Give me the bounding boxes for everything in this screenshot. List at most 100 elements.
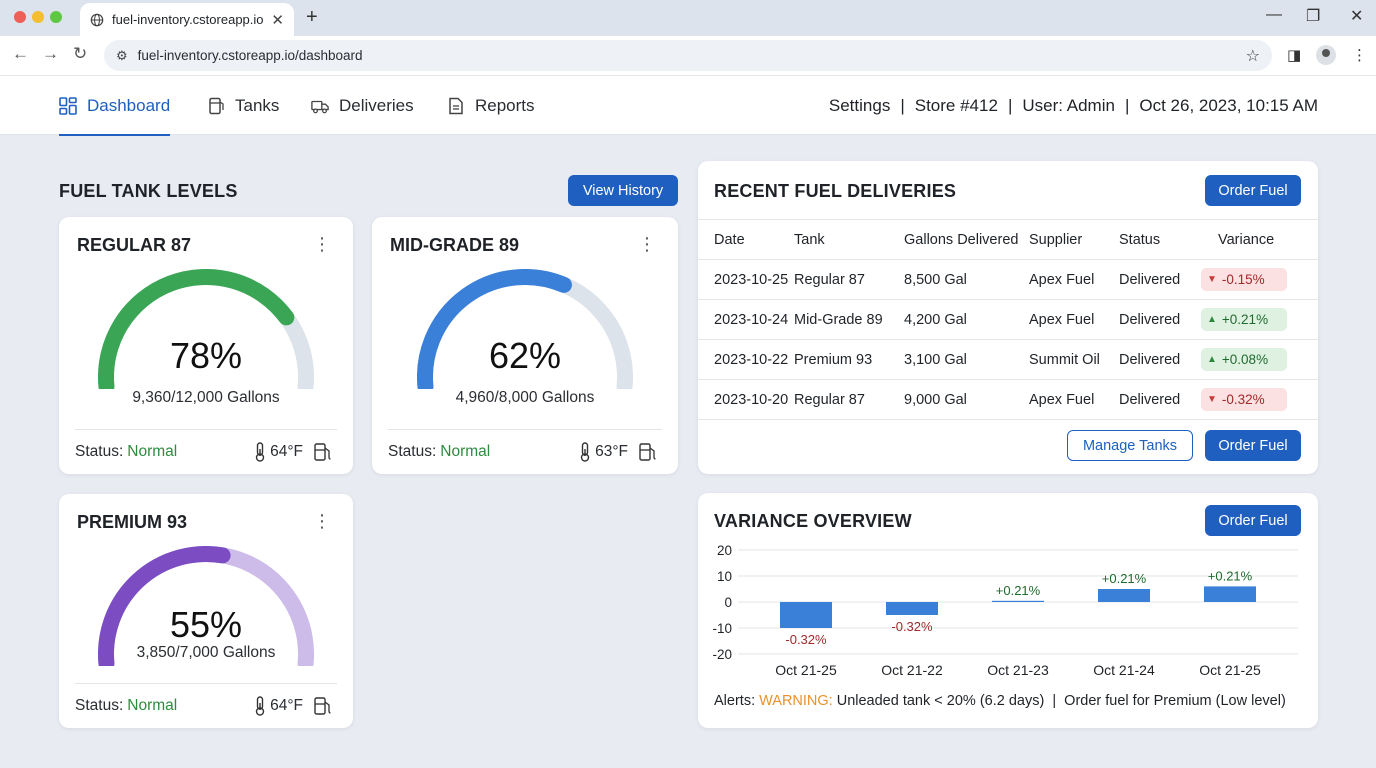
tank-gallons: 9,360/12,000 Gallons — [132, 389, 280, 406]
cell-gallons: 4,200 Gal — [904, 299, 1029, 340]
tank-gauge — [98, 546, 314, 666]
cell-supplier: Apex Fuel — [1029, 259, 1119, 300]
reload-icon[interactable]: ↻ — [73, 44, 88, 63]
header-separator: | — [1124, 95, 1130, 115]
address-bar[interactable]: ⚙ fuel-inventory.cstoreapp.io/dashboard … — [104, 40, 1272, 71]
url-text[interactable]: fuel-inventory.cstoreapp.io/dashboard — [137, 48, 363, 63]
nav-tanks[interactable]: Tanks — [207, 76, 279, 135]
tank-icon — [209, 97, 224, 114]
close-icon[interactable]: ✕ — [1350, 8, 1364, 25]
table-row[interactable]: 2023-10-20 Regular 87 9,000 Gal Apex Fuel De… — [698, 379, 1318, 420]
deliveries-title: RECENT FUEL DELIVERIES — [714, 181, 957, 201]
fuel-pump-icon[interactable] — [313, 696, 333, 716]
cell-date: 2023-10-25 — [698, 259, 794, 300]
cell-variance: ▲ +0.08% — [1201, 339, 1318, 380]
browser-toolbar: ← → ↻ ⚙ fuel-inventory.cstoreapp.io/dash… — [0, 36, 1376, 76]
variance-bar — [992, 600, 1044, 602]
more-options-icon[interactable]: ⋮ — [638, 234, 656, 254]
fuel-pump-icon[interactable] — [638, 442, 658, 462]
variance-value: +0.08% — [1221, 352, 1269, 367]
side-panel-icon[interactable]: ◨ — [1287, 47, 1302, 64]
warning-label: WARNING: — [759, 693, 833, 709]
header-separator: | — [1007, 95, 1013, 115]
cell-status: Delivered — [1119, 259, 1201, 300]
nav-reports[interactable]: Reports — [447, 76, 535, 135]
order-fuel-button[interactable]: Order Fuel — [1205, 175, 1301, 206]
gauge-fill — [417, 269, 572, 389]
close-tab-icon[interactable]: ✕ — [271, 11, 284, 29]
bar-data-label: -0.32% — [785, 632, 827, 647]
tank-gallons: 4,960/8,000 Gallons — [455, 389, 595, 406]
thermometer-icon — [255, 441, 265, 462]
tank-name: MID-GRADE 89 — [390, 235, 520, 255]
nav-deliveries[interactable]: Deliveries — [311, 76, 414, 135]
table-header-row: Date Tank Gallons Delivered Supplier Sta… — [698, 219, 1318, 260]
column-header: Status — [1119, 219, 1201, 260]
status-label: Status: — [75, 442, 124, 460]
profile-avatar[interactable] — [1316, 45, 1336, 65]
grid-icon — [59, 96, 77, 115]
menu-dots-icon[interactable]: ⋮ — [1352, 47, 1367, 64]
bar-data-label: +0.21% — [996, 583, 1041, 598]
status-value: Normal — [127, 442, 178, 460]
variance-chart: 20 10 0 -10 -20 -0.32% Oct 21-25 -0.32% Oct 21-2… — [712, 543, 1298, 678]
gauge-fill — [98, 546, 231, 666]
variance-bar — [1204, 586, 1256, 602]
tank-temperature: 64°F — [270, 442, 303, 460]
settings-link[interactable]: Settings — [828, 95, 891, 115]
triangle-down-icon: ▼ — [1207, 274, 1217, 285]
column-header: Supplier — [1029, 219, 1119, 260]
status-value: Normal — [127, 696, 178, 714]
user-label: User: Admin — [1022, 95, 1115, 115]
browser-tab[interactable]: fuel-inventory.cstoreapp.io ✕ — [80, 3, 294, 36]
more-options-icon[interactable]: ⋮ — [313, 234, 331, 254]
tank-footer: Status: Normal 64°F — [75, 683, 337, 727]
alerts-bar: Alerts: WARNING: Unleaded tank < 20% (6.… — [714, 693, 1286, 709]
maximize-window-button[interactable] — [50, 11, 62, 23]
order-fuel-button[interactable]: Order Fuel — [1205, 505, 1301, 536]
table-row[interactable]: 2023-10-25 Regular 87 8,500 Gal Apex Fuel De… — [698, 259, 1318, 300]
status-label: Status: — [75, 696, 124, 714]
fuel-pump-icon[interactable] — [313, 442, 333, 462]
view-history-button[interactable]: View History — [568, 175, 678, 206]
y-tick-label: 0 — [724, 595, 732, 610]
nav-dashboard-label: Dashboard — [87, 95, 171, 115]
cell-variance: ▼ -0.15% — [1201, 259, 1318, 300]
minimize-window-button[interactable] — [32, 11, 44, 23]
forward-arrow-icon[interactable]: → — [42, 44, 59, 63]
alerts-label: Alerts: — [714, 693, 756, 709]
tab-title: fuel-inventory.cstoreapp.io — [112, 12, 264, 27]
thermometer-icon — [255, 695, 265, 716]
cell-tank: Premium 93 — [794, 339, 904, 380]
nav-dashboard[interactable]: Dashboard — [59, 76, 171, 136]
table-row[interactable]: 2023-10-22 Premium 93 3,100 Gal Summit Oil D… — [698, 339, 1318, 380]
minimize-icon[interactable]: — — [1266, 6, 1282, 23]
more-options-icon[interactable]: ⋮ — [313, 511, 331, 531]
cell-date: 2023-10-22 — [698, 339, 794, 380]
table-row[interactable]: 2023-10-24 Mid-Grade 89 4,200 Gal Apex Fuel… — [698, 299, 1318, 340]
deliveries-card: RECENT FUEL DELIVERIES Order Fuel Date T… — [698, 161, 1318, 474]
restore-icon[interactable]: ❐ — [1306, 8, 1321, 25]
close-window-button[interactable] — [14, 11, 26, 23]
tank-percent: 62% — [488, 335, 562, 376]
tank-card: PREMIUM 93 ⋮ 55% 3,850/7,000 Gallons Status:… — [59, 494, 353, 728]
cell-supplier: Apex Fuel — [1029, 299, 1119, 340]
manage-tanks-button[interactable]: Manage Tanks — [1067, 430, 1193, 461]
cell-tank: Mid-Grade 89 — [794, 299, 904, 340]
variance-value: +0.21% — [1221, 312, 1269, 327]
site-settings-icon[interactable]: ⚙ — [116, 47, 128, 63]
variance-value: -0.15% — [1221, 272, 1265, 287]
thermometer-icon — [580, 441, 590, 462]
new-tab-icon[interactable]: + — [306, 6, 318, 28]
order-fuel-button[interactable]: Order Fuel — [1205, 430, 1301, 461]
tank-temperature: 64°F — [270, 696, 303, 714]
cell-gallons: 9,000 Gal — [904, 379, 1029, 420]
cell-date: 2023-10-24 — [698, 299, 794, 340]
column-header: Date — [698, 219, 794, 260]
cell-gallons: 3,100 Gal — [904, 339, 1029, 380]
bookmark-star-icon[interactable]: ☆ — [1245, 47, 1260, 65]
cell-variance: ▲ +0.21% — [1201, 299, 1318, 340]
variance-title: VARIANCE OVERVIEW — [714, 511, 912, 531]
back-arrow-icon[interactable]: ← — [12, 44, 29, 63]
x-tick-label: Oct 21-25 — [1199, 662, 1261, 678]
